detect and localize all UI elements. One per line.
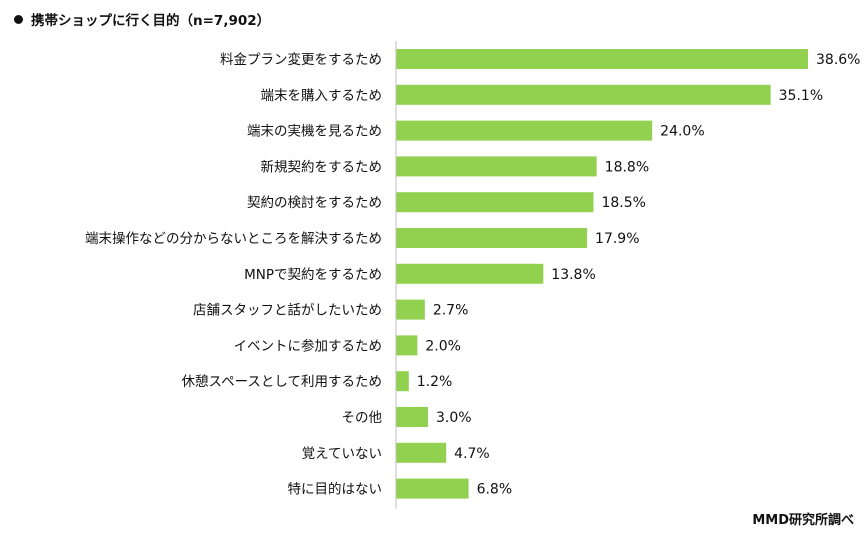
bar [396,192,594,213]
category-label: その他 [342,410,383,426]
data-label: 1.2% [417,374,453,390]
bar [396,228,588,248]
category-label: 料金プラン変更をするため [220,51,382,68]
bar [396,49,808,69]
category-label: 休憩スペースとして利用するため [182,373,382,390]
category-label: 端末を購入するため [261,88,383,104]
data-label: 17.9% [595,231,639,247]
bar [396,335,418,356]
category-label: 端末の実機を見るため [247,124,382,140]
category-label: MNPで契約をするため [244,267,382,283]
category-label: 新規契約をするため [261,159,383,175]
title-bullet-icon [14,15,23,24]
bar [396,478,469,499]
data-label: 2.7% [433,303,469,319]
data-label: 2.0% [425,338,461,354]
data-label: 6.8% [477,482,513,498]
chart-title-text: 携帯ショップに行く目的（n=7,902） [31,13,271,29]
category-label: 端末操作などの分からないところを解決するため [85,231,382,247]
data-label: 13.8% [551,267,595,283]
data-label: 3.0% [436,410,472,426]
data-label: 35.1% [779,88,823,104]
bar [396,407,429,427]
chart-title: 携帯ショップに行く目的（n=7,902） [14,9,270,29]
data-label: 18.8% [605,159,649,175]
bar [396,120,653,141]
data-label: 38.6% [816,52,860,68]
category-label: イベントに参加するため [234,337,383,354]
category-label: 覚えていない [302,446,382,462]
category-label: 特に目的はない [288,482,383,498]
source-note: MMD研究所調べ [752,513,854,528]
bar [396,263,544,284]
data-label: 4.7% [454,446,490,462]
bar [396,371,409,392]
data-label: 24.0% [660,124,704,140]
bar [396,156,597,177]
bar [396,442,447,463]
bar [396,299,425,320]
data-label: 18.5% [601,195,645,211]
category-label: 店舗スタッフと話がしたいため [193,302,382,319]
bar [396,84,771,105]
category-label: 契約の検討をするため [247,195,382,211]
